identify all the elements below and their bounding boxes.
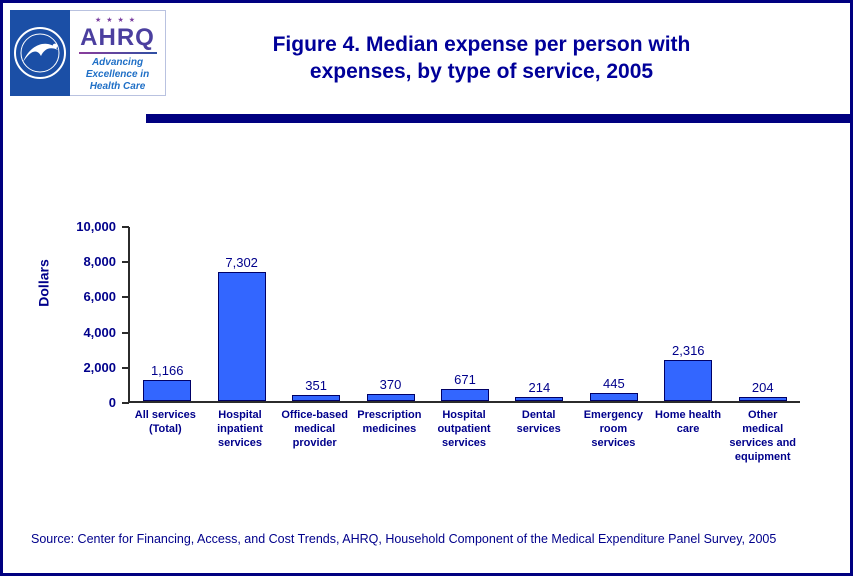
bar-group: 671 [428, 227, 502, 401]
bar-9 [738, 397, 787, 401]
bar-value-label: 1,166 [150, 363, 184, 378]
y-tick-mark [122, 261, 129, 264]
y-tick-mark [122, 226, 129, 228]
y-tick-label: 0 [108, 395, 116, 410]
category-labels: All services (Total) Hospital inpatient s… [128, 408, 800, 464]
y-axis-label: Dollars [33, 203, 55, 363]
bar-2 [217, 272, 266, 401]
category-label: All services (Total) [134, 409, 196, 436]
y-axis-ticks: 0 2,000 4,000 6,000 8,000 10,000 [58, 219, 122, 410]
bar-group: 214 [502, 227, 576, 401]
y-tick-label: 4,000 [83, 324, 116, 340]
bar-value-label: 351 [305, 378, 327, 393]
category-label: Emergency room services [583, 409, 644, 450]
ahrq-tagline: Advancing Excellence in Health Care [85, 57, 150, 92]
category-label: Prescription medicines [357, 409, 422, 436]
y-tick-label: 6,000 [83, 289, 116, 305]
figure-title: Figure 4. Median expense per person with… [272, 33, 691, 84]
category-label: Other medical services and equipment [729, 409, 797, 464]
category-label: Home health care [655, 409, 722, 436]
bar-value-label: 370 [379, 377, 402, 392]
bar-1 [143, 380, 192, 401]
bar-4 [366, 394, 415, 401]
category-label: Office-based medical provider [281, 409, 348, 450]
plot-area: 1,166 7,302 351 370 671 214 445 2,316 204 [122, 226, 800, 404]
bar-group: 370 [353, 227, 427, 401]
bar-6 [515, 397, 564, 401]
ahrq-stars-icon: ★★★★ [94, 17, 141, 24]
bar-8 [664, 360, 713, 401]
bar-3 [292, 395, 341, 401]
y-axis-label-text: Dollars [36, 259, 52, 307]
category-label: Dental services [516, 409, 561, 436]
hhs-logo [10, 10, 70, 96]
bar-value-label: 214 [528, 380, 551, 395]
logo-group: ★★★★ AHRQ Advancing Excellence in Health… [10, 10, 166, 96]
bar-value-label: 2,316 [672, 343, 705, 358]
y-tick-label: 2,000 [83, 359, 116, 375]
header-divider-bar [146, 114, 850, 123]
category-label: Hospital outpatient services [437, 409, 491, 450]
ahrq-divider [78, 52, 157, 55]
bar-5 [440, 389, 489, 401]
ahrq-logo: ★★★★ AHRQ Advancing Excellence in Health… [70, 10, 166, 96]
bar-value-label: 445 [602, 376, 625, 391]
y-tick-mark [122, 331, 129, 334]
ahrq-wordmark: AHRQ [80, 24, 155, 51]
hhs-eagle-icon [10, 10, 70, 96]
category-label: Hospital inpatient services [217, 409, 263, 450]
y-tick-label: 8,000 [83, 254, 116, 270]
bar-group: 351 [279, 227, 353, 401]
y-tick-mark [122, 296, 129, 299]
bar-group: 7,302 [204, 227, 278, 401]
bar-group: 204 [726, 227, 800, 401]
bar-value-label: 671 [454, 372, 476, 387]
y-tick-mark [122, 402, 129, 404]
source-note: Source: Center for Financing, Access, an… [31, 532, 777, 546]
bar-group: 2,316 [651, 227, 725, 401]
bar-7 [589, 393, 638, 401]
bar-value-label: 7,302 [225, 255, 258, 270]
y-tick-label: 10,000 [76, 219, 116, 234]
y-tick-mark [122, 366, 129, 369]
bar-group: 445 [577, 227, 651, 401]
bar-value-label: 204 [751, 380, 774, 395]
bar-group: 1,166 [130, 227, 204, 401]
